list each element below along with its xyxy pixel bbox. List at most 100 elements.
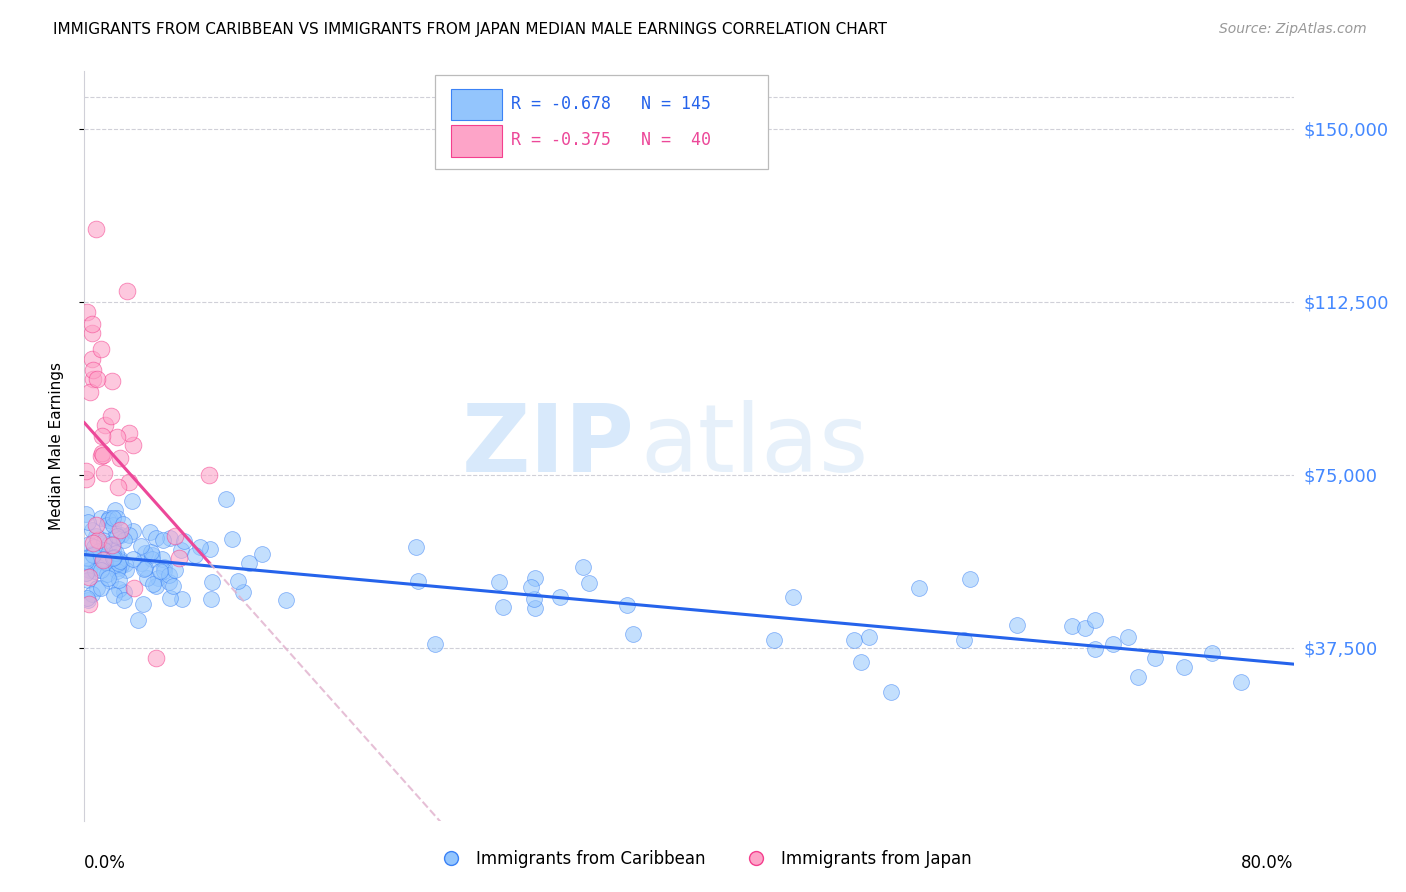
Point bbox=[221, 533, 243, 547]
Point bbox=[1005, 618, 1028, 632]
Point bbox=[572, 560, 595, 574]
Point bbox=[97, 571, 120, 585]
Text: IMMIGRANTS FROM CARIBBEAN VS IMMIGRANTS FROM JAPAN MEDIAN MALE EARNINGS CORRELAT: IMMIGRANTS FROM CARIBBEAN VS IMMIGRANTS … bbox=[53, 22, 887, 37]
Point bbox=[138, 525, 160, 540]
Point bbox=[114, 558, 136, 572]
Point bbox=[129, 540, 152, 554]
Point bbox=[98, 574, 121, 589]
Point bbox=[112, 584, 135, 599]
Point bbox=[105, 559, 128, 574]
Point bbox=[226, 574, 249, 588]
Point bbox=[118, 475, 141, 489]
Point bbox=[200, 575, 222, 590]
Point bbox=[1084, 642, 1107, 657]
Point bbox=[86, 221, 108, 235]
Point bbox=[97, 513, 120, 527]
Point bbox=[146, 571, 169, 585]
Point bbox=[75, 473, 97, 487]
Point bbox=[90, 429, 112, 443]
Point bbox=[80, 317, 103, 331]
Point bbox=[145, 650, 167, 665]
Point bbox=[425, 637, 447, 651]
Point bbox=[94, 555, 117, 569]
Point bbox=[523, 571, 546, 585]
Point bbox=[82, 549, 104, 563]
Point bbox=[238, 557, 260, 571]
Point bbox=[152, 533, 174, 547]
Point bbox=[87, 543, 110, 558]
Point bbox=[91, 448, 114, 462]
Point bbox=[79, 537, 101, 551]
Point bbox=[110, 451, 132, 466]
Point bbox=[200, 591, 222, 606]
Point bbox=[406, 574, 429, 588]
FancyBboxPatch shape bbox=[451, 88, 502, 120]
Point bbox=[105, 430, 128, 444]
Point bbox=[90, 511, 112, 525]
Point bbox=[90, 581, 112, 595]
Point bbox=[623, 627, 645, 641]
Text: 0.0%: 0.0% bbox=[84, 855, 127, 872]
Point bbox=[122, 582, 145, 596]
Point bbox=[100, 409, 122, 423]
Point bbox=[105, 564, 128, 578]
Point bbox=[548, 590, 571, 604]
Legend: Immigrants from Caribbean, Immigrants from Japan: Immigrants from Caribbean, Immigrants fr… bbox=[427, 844, 979, 875]
Point bbox=[110, 523, 132, 537]
Point bbox=[101, 538, 124, 552]
Point bbox=[232, 584, 254, 599]
Point bbox=[524, 601, 547, 615]
Point bbox=[107, 582, 129, 597]
Point bbox=[1074, 622, 1097, 636]
Point bbox=[101, 374, 124, 388]
Point bbox=[101, 511, 124, 525]
Point bbox=[75, 508, 97, 522]
Point bbox=[173, 533, 195, 548]
Point bbox=[1116, 631, 1139, 645]
Point bbox=[76, 305, 98, 319]
Point bbox=[82, 362, 104, 376]
Point bbox=[93, 466, 115, 480]
Point bbox=[96, 517, 118, 532]
Point bbox=[87, 533, 110, 548]
Point bbox=[90, 446, 112, 460]
Point bbox=[101, 518, 124, 533]
Text: atlas: atlas bbox=[641, 400, 869, 492]
Point bbox=[276, 593, 298, 607]
Point bbox=[879, 684, 901, 698]
Point bbox=[82, 536, 104, 550]
Point bbox=[1230, 674, 1253, 689]
Point bbox=[98, 511, 121, 525]
Point bbox=[93, 543, 115, 558]
Text: ZIP: ZIP bbox=[461, 400, 634, 492]
Point bbox=[149, 564, 172, 578]
Point bbox=[188, 540, 211, 554]
Point bbox=[115, 563, 138, 577]
Text: Source: ZipAtlas.com: Source: ZipAtlas.com bbox=[1219, 22, 1367, 37]
Point bbox=[77, 570, 100, 584]
Point bbox=[77, 563, 100, 577]
Point bbox=[112, 592, 135, 607]
Point bbox=[94, 418, 117, 433]
Point bbox=[104, 546, 127, 560]
Point bbox=[105, 510, 128, 524]
Point bbox=[159, 531, 181, 545]
Point bbox=[112, 516, 135, 531]
Point bbox=[1201, 646, 1223, 660]
Point bbox=[136, 572, 159, 586]
Point bbox=[103, 551, 125, 566]
Point bbox=[153, 560, 176, 574]
Point bbox=[132, 598, 155, 612]
Point bbox=[90, 450, 112, 464]
Point bbox=[145, 579, 167, 593]
Point bbox=[165, 563, 187, 577]
Point bbox=[82, 372, 104, 386]
Point bbox=[80, 523, 103, 537]
Text: R = -0.375   N =  40: R = -0.375 N = 40 bbox=[512, 131, 711, 149]
Point bbox=[80, 587, 103, 601]
Point bbox=[75, 464, 97, 478]
Point bbox=[103, 549, 125, 564]
Point bbox=[93, 534, 115, 549]
Point bbox=[851, 655, 873, 669]
Text: R = -0.678   N = 145: R = -0.678 N = 145 bbox=[512, 95, 711, 112]
